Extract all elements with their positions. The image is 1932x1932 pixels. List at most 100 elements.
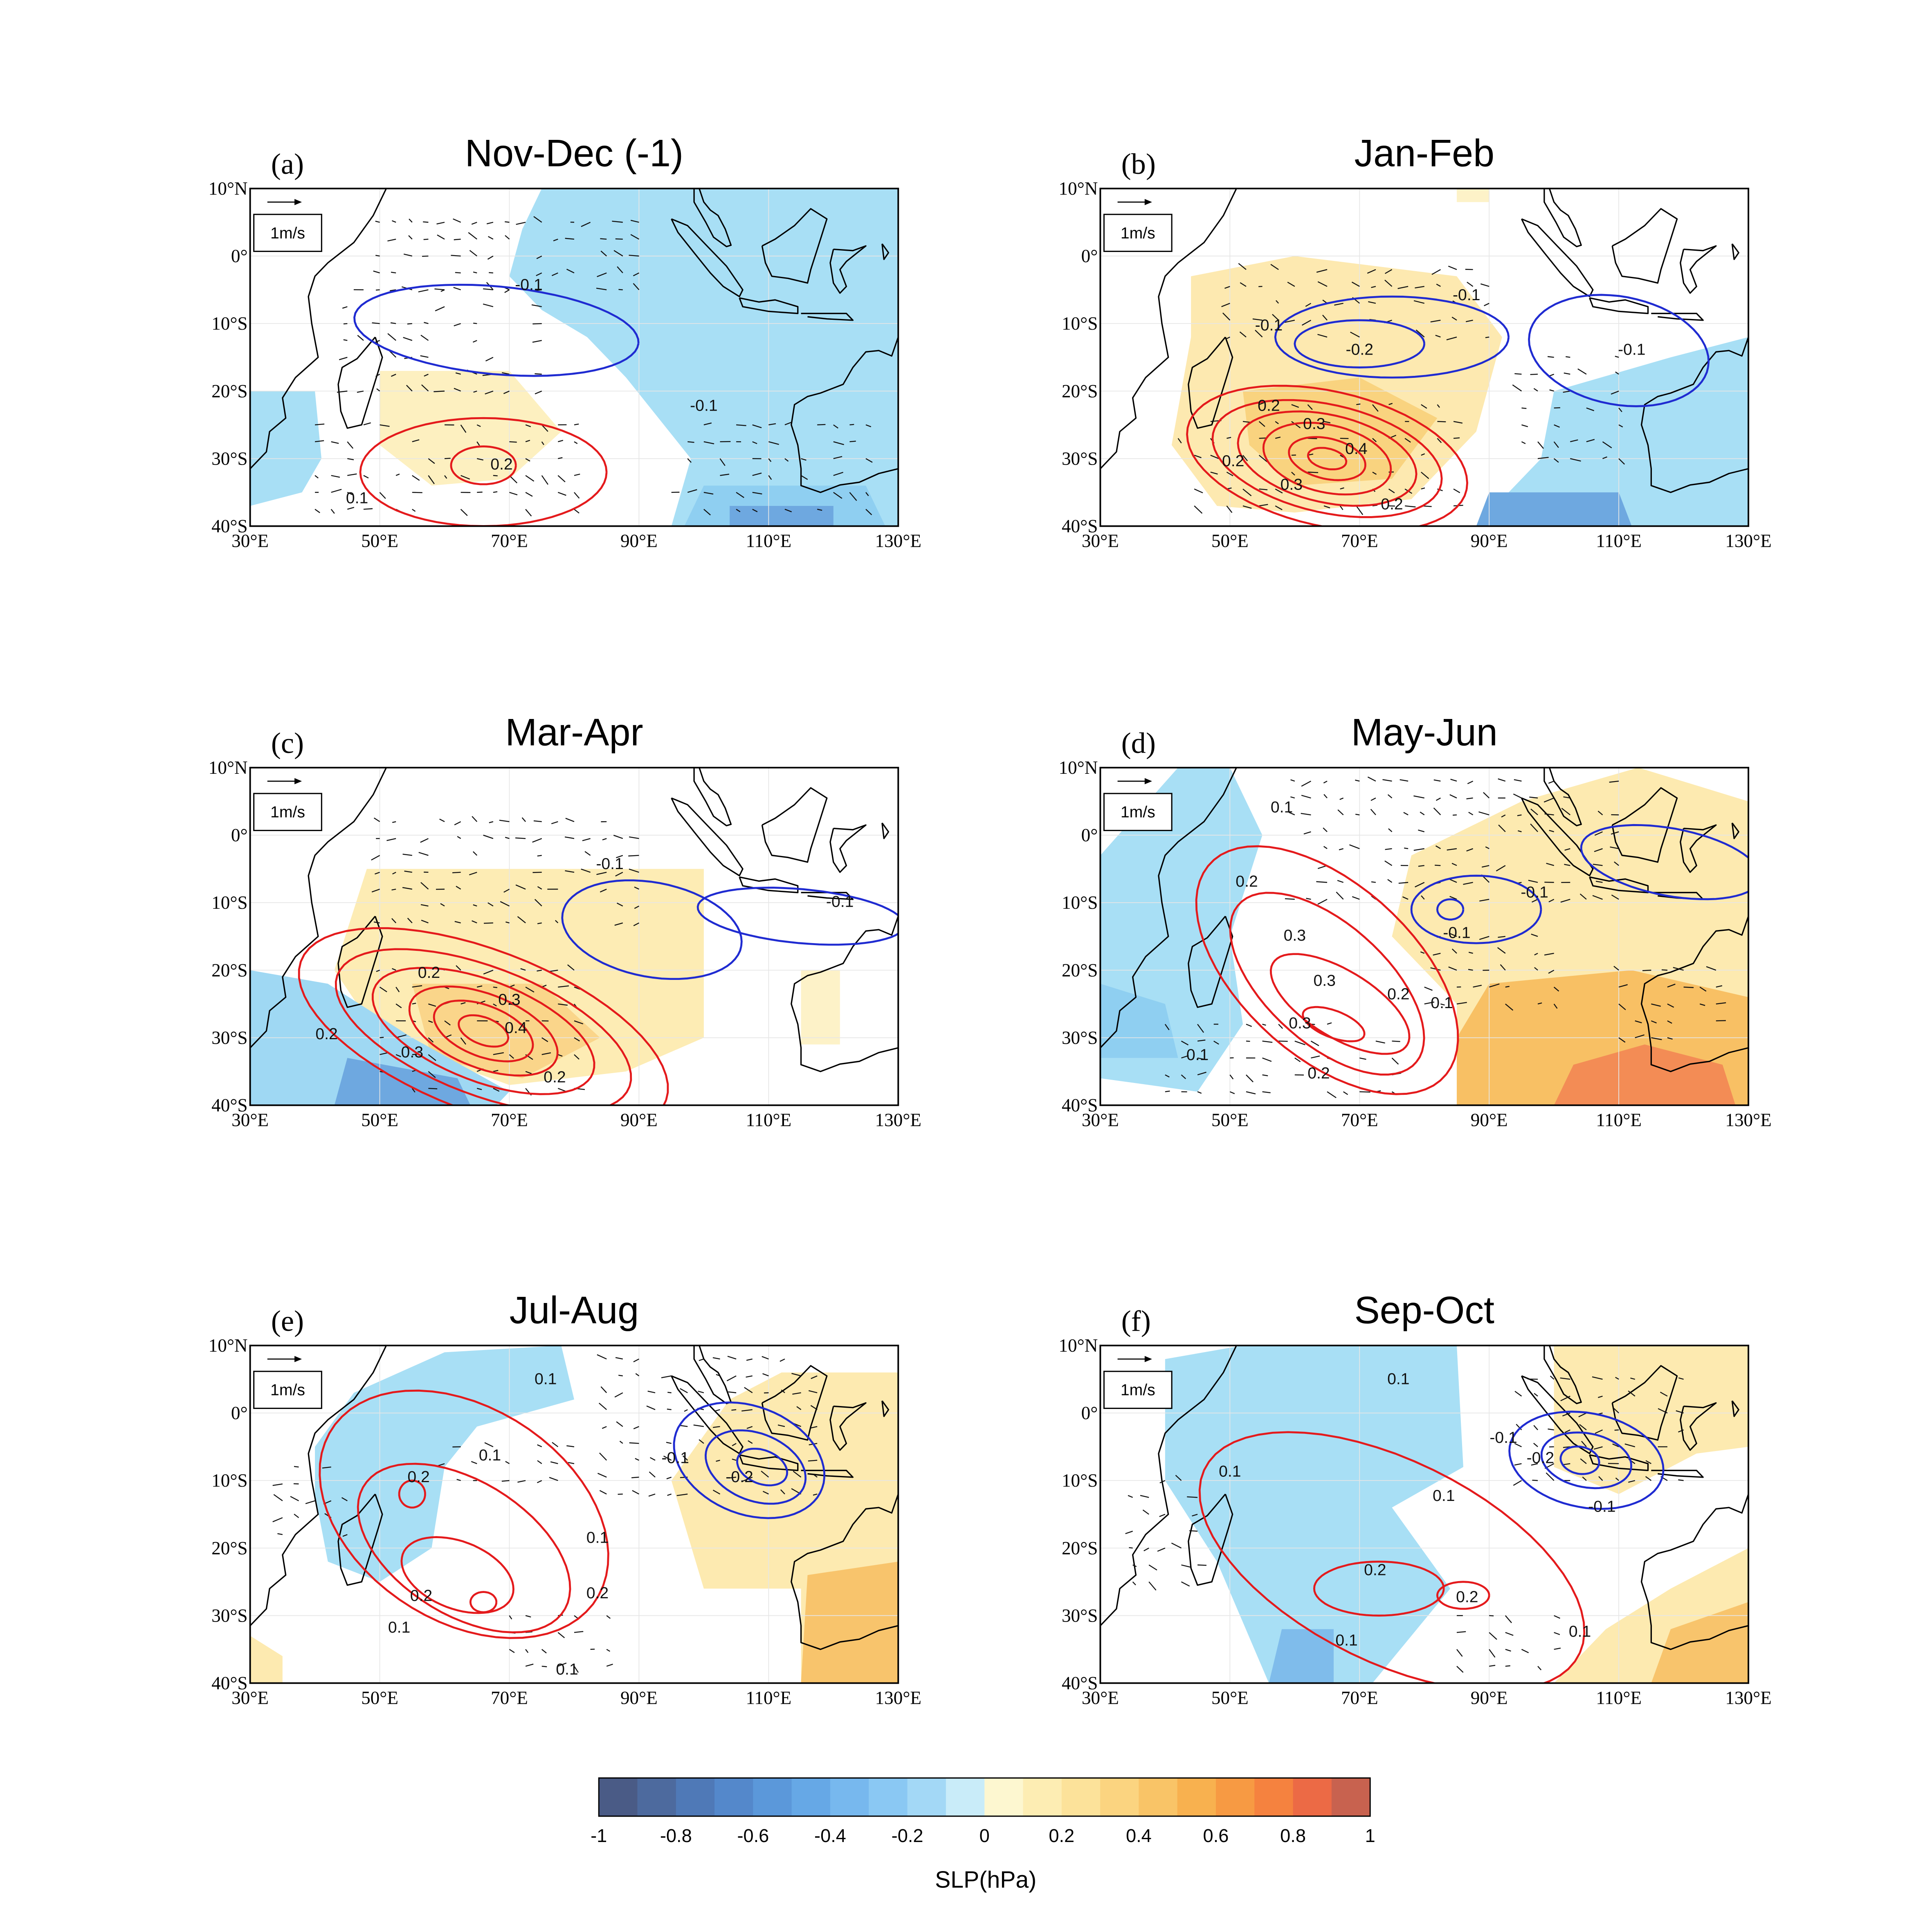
contour-label: -0.1 xyxy=(1521,883,1548,901)
wind-vector xyxy=(1615,1477,1619,1481)
wind-vector xyxy=(1210,472,1218,475)
wind-vector xyxy=(391,373,396,377)
wind-vector xyxy=(1534,967,1538,971)
wind-vector xyxy=(606,1615,611,1619)
wind-vector xyxy=(541,1052,551,1055)
coastline xyxy=(881,1400,890,1417)
wind-vector xyxy=(1323,846,1328,849)
wind-vector xyxy=(780,1489,785,1494)
wind-vector xyxy=(1645,1476,1652,1481)
wind-vector xyxy=(1246,1040,1250,1042)
reference-box xyxy=(253,213,322,252)
wind-vector xyxy=(632,1490,639,1495)
contour-label: -0.1 xyxy=(826,893,854,910)
contour-label: 0.4 xyxy=(1345,440,1367,458)
wind-vector xyxy=(420,904,429,907)
wind-vector xyxy=(630,220,639,223)
reference-arrow-head xyxy=(294,199,302,205)
wind-vector xyxy=(509,492,518,496)
wind-vector xyxy=(1316,269,1328,273)
wind-vector xyxy=(1343,1091,1348,1095)
wind-vector xyxy=(460,425,467,433)
wind-vector xyxy=(453,218,461,223)
contour-line xyxy=(319,1389,609,1639)
wind-vector xyxy=(1463,882,1473,885)
wind-vector xyxy=(1370,798,1376,801)
wind-vector xyxy=(558,440,564,443)
wind-vector xyxy=(1473,984,1482,988)
contour-label: -0.2 xyxy=(1527,1449,1554,1467)
wind-vector xyxy=(568,1462,575,1465)
coastline xyxy=(1748,1416,1749,1430)
contour-line xyxy=(433,1000,534,1063)
wind-vector xyxy=(663,1456,672,1461)
coastline xyxy=(791,337,899,493)
wind-vector xyxy=(667,1392,672,1393)
wind-vector xyxy=(525,509,532,517)
colorbar-tick-label: 0.6 xyxy=(1203,1825,1229,1846)
wind-vector xyxy=(363,475,369,479)
wind-vector xyxy=(343,323,348,325)
contour-line xyxy=(673,1401,825,1519)
wind-vector xyxy=(574,1037,580,1042)
y-tick-label: 0° xyxy=(231,1403,248,1423)
wind-vector xyxy=(389,289,396,292)
wind-vector xyxy=(800,475,808,480)
wind-vector xyxy=(534,899,542,907)
wind-vector xyxy=(379,492,386,499)
wind-vector xyxy=(1259,504,1268,507)
contour-label: 0.2 xyxy=(1381,496,1403,513)
wind-vector xyxy=(428,1020,433,1023)
wind-vector xyxy=(716,1460,720,1462)
wind-vector xyxy=(1532,899,1538,903)
wind-vector xyxy=(444,475,447,479)
wind-vector xyxy=(1553,441,1559,448)
contour-line xyxy=(400,1536,514,1614)
wind-vector xyxy=(1194,454,1202,458)
wind-vector xyxy=(1548,970,1555,974)
wind-vector xyxy=(1431,269,1441,275)
coastline xyxy=(1589,1454,1649,1471)
wind-vector xyxy=(488,236,494,240)
x-tick-label: 30°E xyxy=(231,1110,269,1130)
coastline xyxy=(898,1416,899,1430)
wind-vector xyxy=(537,1460,542,1464)
colorbar-swatch xyxy=(830,1778,869,1816)
wind-vector xyxy=(1242,488,1252,496)
coastline xyxy=(1640,337,1749,493)
wind-vector xyxy=(380,1052,388,1055)
colorbar-swatch xyxy=(637,1778,676,1816)
contour-label: 0.1 xyxy=(1569,1623,1591,1640)
wind-vector xyxy=(402,887,412,890)
wind-vector xyxy=(1239,331,1247,338)
panel-label: (e) xyxy=(271,1305,304,1337)
wind-vector xyxy=(557,475,566,483)
coastline xyxy=(1611,1365,1678,1441)
wind-vector xyxy=(1278,1040,1288,1042)
coastline xyxy=(791,916,899,1072)
wind-vector xyxy=(1699,1003,1705,1006)
wind-vector xyxy=(833,424,838,429)
wind-vector xyxy=(1533,1442,1538,1447)
wind-vector xyxy=(768,423,776,425)
slp-shading xyxy=(801,970,840,1045)
wind-vector xyxy=(1451,948,1457,954)
wind-vector xyxy=(1521,407,1527,409)
wind-vector xyxy=(493,1003,497,1006)
wind-vector xyxy=(1537,441,1544,449)
wind-vector xyxy=(1388,828,1393,832)
wind-vector xyxy=(435,306,445,312)
wind-vector xyxy=(505,1461,510,1464)
contour-line xyxy=(1294,319,1426,368)
wind-vector xyxy=(537,886,542,890)
wind-vector xyxy=(454,388,461,392)
wind-vector xyxy=(330,509,335,514)
wind-vector xyxy=(1197,1072,1206,1076)
wind-vector xyxy=(1181,1040,1189,1046)
x-tick-label: 50°E xyxy=(361,531,398,551)
wind-vector xyxy=(420,335,429,341)
wind-vector xyxy=(1479,899,1489,902)
wind-vector xyxy=(1624,1443,1635,1447)
wind-vector xyxy=(1546,863,1555,866)
contour-label: 0.2 xyxy=(410,1587,432,1604)
